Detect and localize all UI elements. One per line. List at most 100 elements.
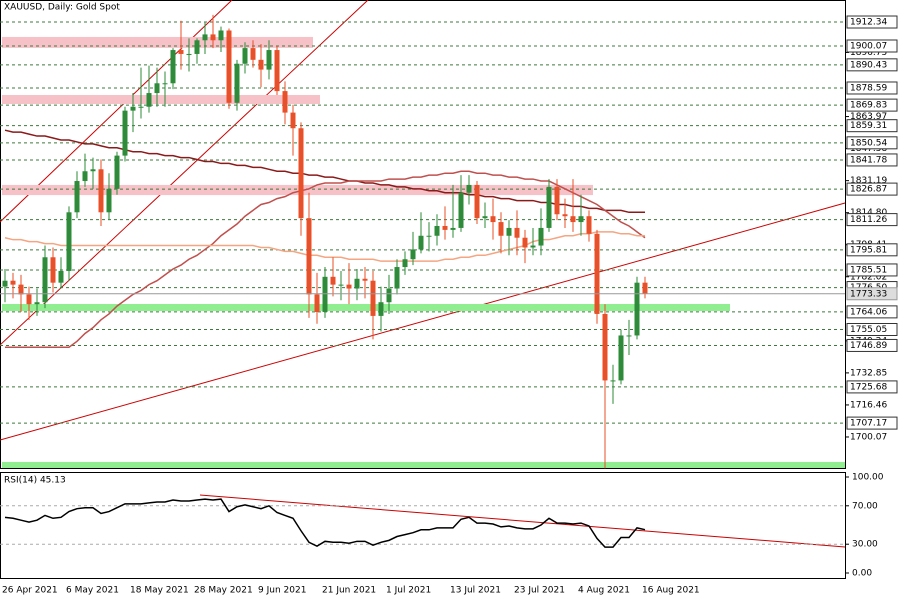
zone bbox=[2, 184, 593, 196]
candle-body bbox=[634, 282, 640, 336]
rsi-title: RSI(14) 45.13 bbox=[4, 476, 66, 486]
candle-body bbox=[530, 245, 536, 248]
candle-body bbox=[466, 184, 472, 193]
candle-body bbox=[290, 112, 296, 129]
level-label: 1707.17 bbox=[850, 419, 887, 429]
level-label-box bbox=[846, 98, 898, 112]
candle-body bbox=[442, 225, 448, 230]
level-label: 1878.59 bbox=[850, 83, 887, 93]
level-label-box bbox=[846, 338, 898, 352]
candle-body bbox=[10, 280, 16, 285]
moving-average bbox=[4, 129, 645, 214]
x-tick-label: 16 Aug 2021 bbox=[642, 586, 700, 596]
candle-body bbox=[418, 235, 424, 250]
price-label-box bbox=[846, 287, 898, 301]
candle-body bbox=[274, 50, 280, 92]
zone bbox=[2, 95, 320, 104]
candle-body bbox=[386, 288, 392, 303]
candle-body bbox=[570, 216, 576, 223]
candle-body bbox=[178, 50, 184, 54]
candle-body bbox=[482, 216, 488, 219]
y-tick-label: 1782.02 bbox=[850, 272, 887, 282]
candle-body bbox=[226, 30, 232, 103]
candle-body bbox=[130, 106, 136, 111]
candle-body bbox=[610, 380, 616, 382]
candle-body bbox=[266, 50, 272, 70]
candle-body bbox=[490, 216, 496, 223]
candle-body bbox=[426, 235, 432, 237]
x-tick-label: 26 Apr 2021 bbox=[2, 586, 58, 596]
candle-body bbox=[378, 302, 384, 316]
zone bbox=[2, 36, 313, 48]
trend-line bbox=[0, 202, 846, 441]
x-tick-label: 9 Jun 2021 bbox=[258, 586, 306, 596]
level-label: 1746.89 bbox=[850, 341, 887, 351]
candle-body bbox=[186, 53, 192, 55]
level-label: 1811.26 bbox=[850, 215, 887, 225]
candle-body bbox=[218, 30, 224, 41]
candle-body bbox=[370, 280, 376, 316]
level-label: 1785.51 bbox=[850, 265, 887, 275]
y-tick-label: 1732.85 bbox=[850, 368, 887, 378]
level-label-box bbox=[846, 305, 898, 319]
zone bbox=[2, 461, 845, 468]
candle-body bbox=[354, 278, 360, 289]
level-label: 1795.81 bbox=[850, 245, 887, 255]
candle-body bbox=[546, 186, 552, 228]
candle-body bbox=[26, 294, 32, 305]
candle-body bbox=[98, 169, 104, 213]
candle-body bbox=[578, 216, 584, 223]
candle-body bbox=[538, 227, 544, 246]
candle-body bbox=[250, 48, 256, 60]
y-tick-label: 1700.07 bbox=[850, 432, 887, 442]
candle-body bbox=[18, 284, 24, 295]
candle-body bbox=[322, 276, 328, 312]
candle-body bbox=[346, 284, 352, 289]
level-label: 1850.54 bbox=[850, 138, 887, 148]
x-tick-label: 4 Aug 2021 bbox=[578, 586, 630, 596]
y-tick-label: 1896.75 bbox=[850, 48, 887, 58]
level-label-box bbox=[846, 136, 898, 150]
candle-body bbox=[618, 335, 624, 381]
candle-body bbox=[314, 294, 320, 312]
candle-body bbox=[362, 278, 368, 281]
y-tick-label: 1716.46 bbox=[850, 400, 887, 410]
candle-body bbox=[210, 34, 216, 41]
rsi-line bbox=[4, 498, 646, 548]
candle-body bbox=[594, 233, 600, 314]
y-tick-label: 1831.19 bbox=[850, 176, 887, 186]
level-label: 1900.07 bbox=[850, 41, 887, 51]
level-label-box bbox=[846, 213, 898, 227]
candle-body bbox=[122, 110, 128, 156]
level-label: 1912.34 bbox=[850, 18, 887, 28]
candle-body bbox=[338, 284, 344, 286]
level-label-box bbox=[846, 15, 898, 29]
x-tick-label: 1 Jul 2021 bbox=[386, 586, 431, 596]
candle-body bbox=[234, 63, 240, 103]
candle-body bbox=[330, 276, 336, 285]
candle-body bbox=[458, 192, 464, 228]
level-label-box bbox=[846, 119, 898, 133]
candle-body bbox=[306, 218, 312, 295]
candle-body bbox=[66, 212, 72, 271]
level-label-box bbox=[846, 81, 898, 95]
level-label: 1841.78 bbox=[850, 155, 887, 165]
candle-body bbox=[394, 267, 400, 289]
level-label-box bbox=[846, 380, 898, 394]
candle-body bbox=[450, 227, 456, 230]
candle-body bbox=[602, 313, 608, 381]
x-tick-label: 18 May 2021 bbox=[130, 586, 189, 596]
candle-body bbox=[258, 59, 264, 70]
x-tick-label: 28 May 2021 bbox=[194, 586, 253, 596]
candle-body bbox=[74, 181, 80, 213]
main-frame bbox=[0, 0, 846, 469]
moving-average bbox=[5, 170, 646, 348]
level-label: 1764.06 bbox=[850, 307, 887, 317]
candle-body bbox=[34, 302, 40, 305]
y-tick-label: 70.00 bbox=[852, 501, 878, 511]
candle-body bbox=[282, 91, 288, 113]
level-label-box bbox=[846, 153, 898, 167]
moving-average bbox=[4, 231, 645, 262]
rsi-frame bbox=[0, 472, 846, 579]
